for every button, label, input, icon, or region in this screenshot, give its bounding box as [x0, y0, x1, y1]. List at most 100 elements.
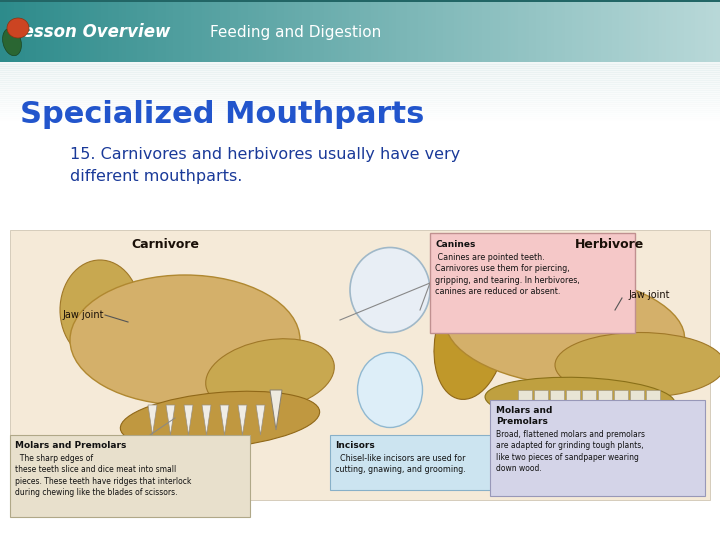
- Bar: [0, 100, 720, 103]
- Bar: [547, 0, 552, 62]
- Polygon shape: [256, 405, 265, 435]
- Bar: [0, 98, 720, 101]
- Bar: [418, 0, 422, 62]
- Text: Specialized Mouthparts: Specialized Mouthparts: [20, 100, 424, 129]
- Bar: [126, 0, 130, 62]
- Bar: [0, 118, 720, 121]
- Bar: [10, 435, 250, 517]
- Text: Canines are pointed teeth.
Carnivores use them for piercing,
gripping, and teari: Canines are pointed teeth. Carnivores us…: [435, 253, 580, 296]
- Bar: [565, 0, 570, 62]
- Bar: [0, 88, 720, 91]
- Bar: [479, 0, 483, 62]
- Bar: [594, 0, 598, 62]
- Bar: [648, 0, 652, 62]
- Bar: [180, 0, 184, 62]
- Text: Jaw joint: Jaw joint: [62, 310, 104, 320]
- Ellipse shape: [60, 260, 140, 360]
- Bar: [544, 0, 548, 62]
- Text: Jaw joint: Jaw joint: [628, 290, 670, 300]
- Polygon shape: [534, 390, 548, 415]
- Bar: [504, 0, 508, 62]
- Bar: [335, 0, 339, 62]
- Bar: [695, 0, 699, 62]
- Bar: [245, 0, 249, 62]
- Bar: [356, 0, 361, 62]
- Bar: [680, 0, 685, 62]
- Bar: [522, 0, 526, 62]
- Bar: [540, 0, 544, 62]
- Ellipse shape: [485, 377, 675, 423]
- Text: Molars and
Premolars: Molars and Premolars: [496, 406, 552, 427]
- Polygon shape: [220, 405, 229, 435]
- Bar: [709, 0, 714, 62]
- Polygon shape: [270, 390, 282, 430]
- Bar: [151, 0, 156, 62]
- Bar: [454, 0, 458, 62]
- Bar: [184, 0, 188, 62]
- Bar: [0, 72, 720, 75]
- Bar: [25, 0, 30, 62]
- Bar: [623, 0, 627, 62]
- Bar: [637, 0, 642, 62]
- Bar: [94, 0, 98, 62]
- Bar: [0, 116, 720, 119]
- Bar: [576, 0, 580, 62]
- Bar: [248, 0, 253, 62]
- Bar: [133, 0, 138, 62]
- Polygon shape: [582, 390, 596, 415]
- Bar: [166, 0, 170, 62]
- Bar: [83, 0, 87, 62]
- Text: Carnivore: Carnivore: [131, 238, 199, 251]
- Bar: [389, 0, 393, 62]
- Bar: [212, 0, 217, 62]
- Bar: [148, 0, 152, 62]
- Bar: [569, 0, 573, 62]
- Bar: [220, 0, 224, 62]
- Ellipse shape: [358, 353, 423, 428]
- Text: Lesson Overview: Lesson Overview: [12, 23, 171, 41]
- Bar: [436, 0, 440, 62]
- Bar: [644, 0, 649, 62]
- Bar: [191, 0, 195, 62]
- Bar: [410, 0, 415, 62]
- Polygon shape: [184, 405, 193, 435]
- Bar: [475, 0, 480, 62]
- Bar: [263, 0, 267, 62]
- Bar: [68, 0, 73, 62]
- Bar: [716, 0, 720, 62]
- Bar: [115, 0, 120, 62]
- Bar: [281, 0, 285, 62]
- Bar: [330, 435, 525, 490]
- Bar: [403, 0, 408, 62]
- Bar: [612, 0, 616, 62]
- Bar: [385, 0, 390, 62]
- Bar: [274, 0, 278, 62]
- Bar: [464, 0, 469, 62]
- Bar: [173, 0, 177, 62]
- Text: Broad, flattened molars and premolars
are adapted for grinding tough plants,
lik: Broad, flattened molars and premolars ar…: [496, 430, 645, 474]
- Polygon shape: [202, 405, 211, 435]
- Bar: [382, 0, 386, 62]
- Bar: [619, 0, 624, 62]
- Bar: [0, 0, 4, 62]
- Bar: [670, 0, 674, 62]
- Bar: [349, 0, 354, 62]
- Bar: [0, 108, 720, 111]
- Bar: [641, 0, 645, 62]
- Bar: [234, 0, 238, 62]
- Bar: [288, 0, 292, 62]
- Bar: [14, 0, 19, 62]
- Bar: [158, 0, 163, 62]
- Bar: [378, 0, 382, 62]
- Bar: [698, 0, 703, 62]
- Bar: [0, 114, 720, 117]
- Bar: [0, 80, 720, 83]
- Bar: [155, 0, 159, 62]
- Bar: [58, 0, 62, 62]
- Bar: [490, 400, 705, 496]
- Polygon shape: [646, 390, 660, 415]
- Bar: [430, 233, 635, 333]
- Text: The sharp edges of
these teeth slice and dice meat into small
pieces. These teet: The sharp edges of these teeth slice and…: [15, 454, 192, 497]
- Bar: [515, 0, 519, 62]
- Bar: [659, 0, 663, 62]
